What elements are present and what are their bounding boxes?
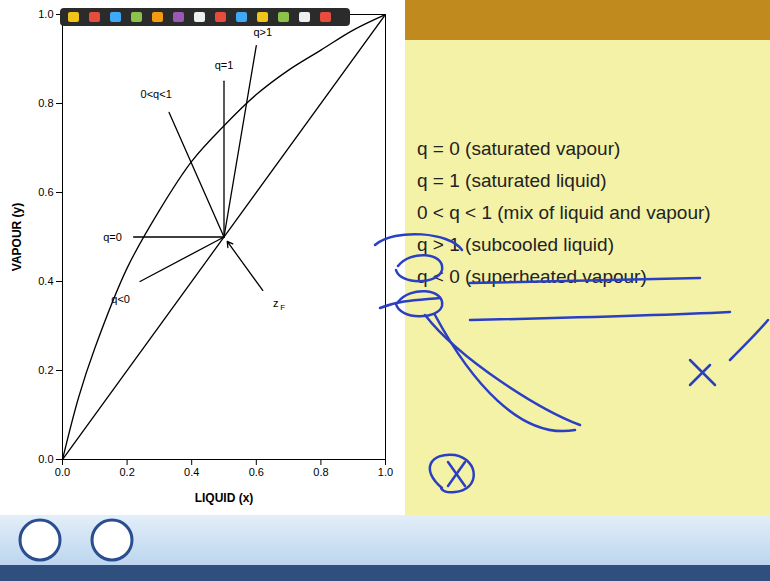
svg-text:0.2: 0.2 [119,466,134,478]
html-text:q > 1 (subcooled liquid): q > 1 (subcooled liquid) [417,234,614,255]
svg-text:0.2: 0.2 [38,364,53,376]
html-text:0 < q < 1 (mix of liquid and v: 0 < q < 1 (mix of liquid and vapour) [417,202,711,223]
svg-text:q<0: q<0 [111,293,130,305]
svg-text:q=1: q=1 [215,59,234,71]
svg-text:0.0: 0.0 [55,466,70,478]
html-text:q = 0 (saturated vapour): q = 0 (saturated vapour) [417,138,621,159]
svg-text:0.0: 0.0 [38,453,53,465]
svg-text:F: F [280,303,285,312]
html-text:q < 0 (superheated vapour): q < 0 (superheated vapour) [417,266,647,287]
svg-text:z: z [273,297,279,309]
svg-text:0.6: 0.6 [249,466,264,478]
svg-text:0.8: 0.8 [313,466,328,478]
svg-text:VAPOUR (y): VAPOUR (y) [10,203,24,271]
svg-text:0<q<1: 0<q<1 [141,88,172,100]
svg-text:0.6: 0.6 [38,186,53,198]
svg-text:LIQUID (x): LIQUID (x) [195,491,254,505]
svg-text:1.0: 1.0 [38,8,53,20]
svg-text:q>1: q>1 [253,26,272,38]
svg-text:1.0: 1.0 [378,466,393,478]
svg-text:0.4: 0.4 [38,275,53,287]
svg-text:0.8: 0.8 [38,97,53,109]
html-text:q = 1 (saturated liquid): q = 1 (saturated liquid) [417,170,607,191]
svg-text:q=0: q=0 [103,231,122,243]
svg-text:0.4: 0.4 [184,466,199,478]
